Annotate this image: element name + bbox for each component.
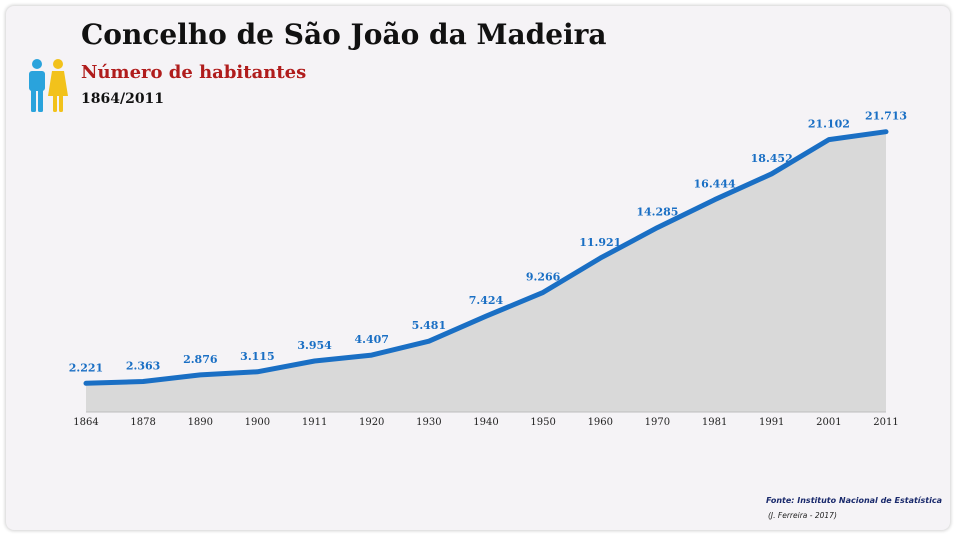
data-label-1950: 9.266 [526,270,561,283]
data-label-1878: 2.363 [126,360,160,373]
data-label-1981: 16.444 [694,178,736,191]
chart-label-layer: 2.221 2.363 2.876 3.115 3.954 4.407 5.481 7.424… [69,110,907,375]
x-tick-label-1930: 1930 [416,417,441,428]
data-label-2001: 21.102 [808,118,850,131]
population-series-line [83,129,889,386]
x-tick-label-1864: 1864 [73,417,98,428]
data-label-1920: 4.407 [354,333,388,346]
page-subtitle: Número de habitantes [81,62,307,83]
x-tick-label-1878: 1878 [130,417,155,428]
data-label-2011: 21.713 [865,110,907,123]
x-tick-label-1981: 1981 [702,417,727,428]
chart-tick-layer: 1864 1878 1890 1900 1911 1920 1930 1940 1950 1960… [73,417,898,428]
data-label-1940: 7.424 [469,294,504,307]
x-tick-label-1900: 1900 [245,417,270,428]
x-tick-label-1940: 1940 [473,417,498,428]
data-label-1900: 3.115 [240,350,274,363]
x-tick-label-1920: 1920 [359,417,384,428]
data-label-1991: 18.452 [751,152,793,165]
x-tick-label-1890: 1890 [188,417,213,428]
data-label-1930: 5.481 [412,319,446,332]
data-label-1960: 11.921 [579,236,621,249]
x-tick-label-1911: 1911 [302,417,327,428]
x-tick-label-2001: 2001 [816,417,841,428]
female-figure-icon [48,59,68,112]
male-female-people-icon [29,59,68,112]
x-tick-label-1950: 1950 [530,417,555,428]
x-tick-label-1970: 1970 [645,417,670,428]
data-label-1970: 14.285 [636,206,678,219]
x-tick-label-2011: 2011 [873,417,898,428]
data-label-1911: 3.954 [297,339,332,352]
x-tick-label-1991: 1991 [759,417,784,428]
author-credit: (J. Ferreira - 2017) [768,511,837,520]
page-title: Concelho de São João da Madeira [81,18,607,51]
male-figure-icon [29,59,45,112]
period-label: 1864/2011 [81,91,165,107]
data-label-1864: 2.221 [69,361,103,374]
chart-area-layer [86,131,886,412]
chart-line-layer [83,129,889,386]
data-source: Fonte: Instituto Nacional de Estatística [765,496,942,505]
population-area-fill [86,131,886,412]
x-tick-label-1960: 1960 [588,417,613,428]
data-label-1890: 2.876 [183,353,218,366]
